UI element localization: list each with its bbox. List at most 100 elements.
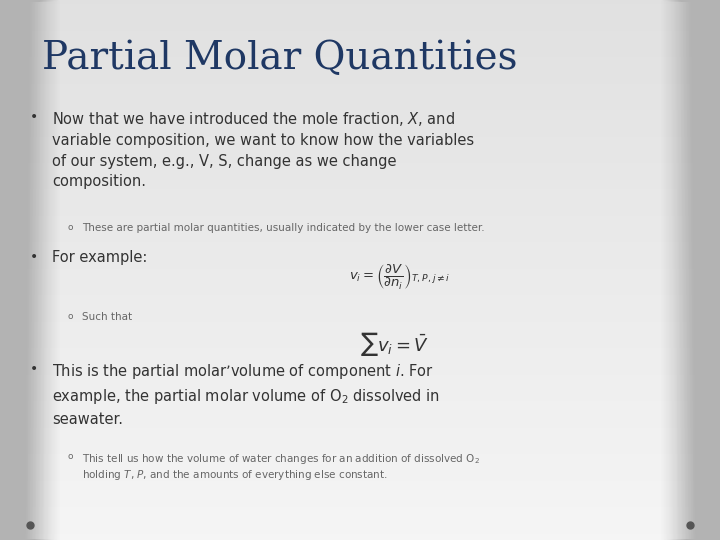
Bar	[0, 273, 720, 274]
Bar	[0, 456, 720, 457]
Bar	[0, 526, 720, 527]
Bar	[0, 0, 5, 540]
Bar	[0, 486, 720, 487]
Bar	[0, 258, 720, 259]
Bar	[0, 0, 35, 540]
Bar	[0, 473, 720, 474]
Bar	[716, 0, 720, 540]
Bar	[0, 336, 720, 337]
Bar	[0, 516, 720, 517]
Bar	[0, 65, 720, 66]
Bar	[0, 282, 720, 283]
Bar	[0, 211, 720, 212]
Bar	[0, 224, 720, 225]
Bar	[0, 247, 720, 248]
Bar	[0, 475, 720, 476]
Bar	[0, 0, 27, 540]
Bar	[0, 433, 720, 434]
Bar	[0, 415, 720, 416]
Text: holding $T$, $P$, and the amounts of everything else constant.: holding $T$, $P$, and the amounts of eve…	[82, 468, 387, 482]
Bar	[0, 0, 21, 540]
Bar	[0, 84, 720, 85]
Bar	[0, 111, 720, 112]
Bar	[0, 408, 720, 409]
Bar	[0, 469, 720, 470]
Bar	[0, 240, 720, 241]
Bar	[0, 0, 2, 540]
Bar	[0, 510, 720, 511]
Bar	[0, 261, 720, 262]
Bar	[0, 453, 720, 454]
Bar	[0, 435, 720, 436]
Bar	[0, 426, 720, 427]
Bar	[0, 334, 720, 335]
Bar	[0, 48, 720, 49]
Bar	[0, 163, 720, 164]
Bar	[0, 279, 720, 280]
Bar	[0, 342, 720, 343]
Bar	[0, 33, 720, 34]
Bar	[0, 451, 720, 452]
Bar	[0, 10, 720, 11]
Bar	[0, 292, 720, 293]
Bar	[0, 497, 720, 498]
Bar	[0, 286, 720, 287]
Bar	[0, 329, 720, 330]
Bar	[0, 463, 720, 464]
Bar	[687, 0, 720, 540]
Bar	[0, 506, 720, 507]
Bar	[0, 353, 720, 354]
Bar	[0, 527, 720, 528]
Bar	[0, 437, 720, 438]
Bar	[0, 351, 720, 352]
Bar	[0, 387, 720, 388]
Bar	[0, 450, 720, 451]
Bar	[0, 43, 720, 44]
Bar	[670, 0, 720, 540]
Bar	[0, 13, 720, 14]
Bar	[0, 326, 720, 327]
Bar	[0, 182, 720, 183]
Text: For example:: For example:	[52, 250, 148, 265]
Bar	[0, 523, 720, 524]
Bar	[0, 36, 720, 37]
Bar	[0, 384, 720, 385]
Bar	[678, 0, 720, 540]
Bar	[666, 0, 720, 540]
Bar	[0, 416, 720, 417]
Bar	[0, 165, 720, 166]
Bar	[0, 338, 720, 339]
Bar	[0, 370, 720, 371]
Bar	[0, 352, 720, 353]
Bar	[0, 0, 41, 540]
Bar	[0, 333, 720, 334]
Bar	[0, 154, 720, 155]
Bar	[0, 479, 720, 480]
Bar	[0, 255, 720, 256]
Bar	[0, 367, 720, 368]
Bar	[0, 6, 720, 7]
Bar	[709, 0, 720, 540]
Bar	[0, 53, 720, 54]
Bar	[0, 69, 720, 70]
Text: Such that: Such that	[82, 312, 132, 322]
Bar	[0, 106, 720, 107]
Bar	[0, 324, 720, 325]
Bar	[0, 218, 720, 219]
Bar	[0, 315, 720, 316]
Bar	[0, 417, 720, 418]
Bar	[0, 250, 720, 251]
Bar	[0, 343, 720, 344]
Bar	[0, 357, 720, 358]
Bar	[0, 128, 720, 129]
Bar	[0, 252, 720, 253]
Bar	[0, 54, 720, 55]
Bar	[0, 271, 720, 272]
Bar	[0, 27, 720, 28]
Bar	[0, 0, 36, 540]
Bar	[695, 0, 720, 540]
Bar	[0, 133, 720, 134]
Bar	[0, 448, 720, 449]
Bar	[0, 46, 720, 47]
Bar	[0, 366, 720, 367]
